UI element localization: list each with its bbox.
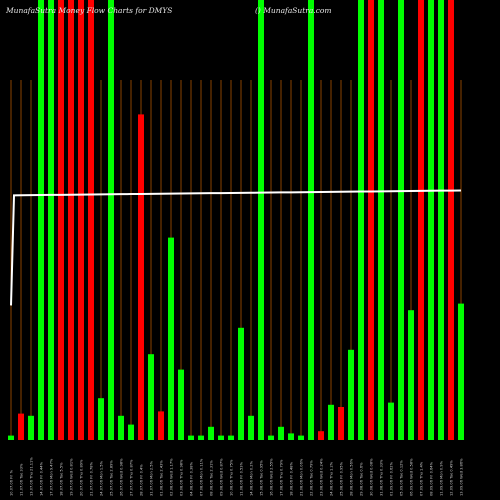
x-tick-label: 07.08.06 Mon 0.11%: [200, 458, 204, 496]
bar: [48, 0, 54, 440]
bar: [298, 435, 304, 440]
bar: [198, 435, 204, 440]
bar: [88, 0, 94, 440]
x-tick-label: 13.07.06 Thu 21.11%: [30, 457, 34, 496]
bar: [398, 0, 404, 440]
x-tick-label: 25.07.06 Tue 2.89%: [110, 460, 114, 496]
bar: [448, 0, 454, 440]
bar: [278, 426, 284, 440]
x-tick-label: 25.08.06 Fri 0.95%: [340, 461, 344, 496]
x-tick-label: 17.07.06 Mon 9.47%: [50, 458, 54, 496]
x-tick-label: 08.08.06 Tue 2.31%: [210, 460, 214, 496]
bar: [368, 0, 374, 440]
bar: [178, 369, 184, 440]
bar: [128, 424, 134, 440]
bar: [138, 114, 144, 441]
x-tick-label: 27.07.06 Thu 0.87%: [130, 459, 134, 496]
x-tick-label: 01.08.06 Tue 2.43%: [160, 460, 164, 496]
x-tick-label: 07.09.06 Thu 1.4%: [420, 461, 424, 496]
bar: [268, 435, 274, 440]
bar: [428, 0, 434, 440]
x-tick-label: 04.08.06 Fri 0.38%: [190, 461, 194, 496]
x-tick-label: 22.08.06 Tue 0.79%: [310, 460, 314, 496]
bar: [348, 349, 354, 440]
x-tick-label: 31.07.06 Mon 2.5%: [150, 460, 154, 496]
chart-title: MunafaSutra Money Flow Charts for DMYS: [5, 6, 172, 15]
chart-watermark: () MunafaSutra.com: [255, 6, 332, 15]
bar: [38, 0, 44, 440]
bar: [148, 354, 154, 440]
bar: [288, 433, 294, 440]
x-tick-label: 21.08.06 Mon 0.06%: [300, 458, 304, 496]
bar: [168, 237, 174, 440]
bar: [78, 0, 84, 440]
bar: [388, 402, 394, 440]
bar: [248, 415, 254, 440]
bar: [258, 0, 264, 440]
bars: [8, 0, 464, 441]
bar: [28, 415, 34, 440]
x-tick-label: 14.08.06 Mon 0.2%: [250, 460, 254, 496]
x-tick-label: 26.07.06 Wed 0.98%: [120, 458, 124, 496]
bar: [228, 435, 234, 440]
x-tick-label: 12.09.06 Tue 0.49%: [450, 460, 454, 496]
bar: [338, 407, 344, 440]
x-tick-label: 28.08.06 Mon 0.56%: [350, 458, 354, 496]
x-tick-label: 16.08.06 Wed 2.55%: [270, 458, 274, 496]
x-tick-label: 15.08.06 Tue 0.95%: [260, 460, 264, 496]
x-tick-label: 10.07.06 Fri %: [10, 469, 14, 496]
bar: [18, 413, 24, 440]
x-tick-label: 14.07.06 Fri 0.44%: [40, 461, 44, 496]
bar: [218, 435, 224, 440]
x-tick-label: 31.08.06 Thu 0.33%: [380, 459, 384, 496]
x-tick-label: 11.09.06 Mon 0.9%: [440, 460, 444, 496]
bar: [458, 303, 464, 440]
x-tick-label: 24.08.06 Thu 1.2%: [330, 461, 334, 496]
x-tick-label: 05.09.06 Tue 0.12%: [400, 460, 404, 496]
x-tick-label: 19.07.06 Wed 0.81%: [70, 458, 74, 496]
x-tick-label: 06.09.06 Wed 0.58%: [410, 458, 414, 496]
x-tick-label: 01.09.06 Fri 0.62%: [390, 461, 394, 496]
x-tick-label: 08.09.06 Fri 0.64%: [430, 461, 434, 496]
bar: [68, 0, 74, 440]
x-tick-label: 13.09.06 Wed 3.86%: [460, 458, 464, 496]
bar: [408, 310, 414, 440]
x-tick-label: 11.07.06 Tue 33%: [20, 463, 24, 496]
x-tick-label: 03.08.06 Thu 0.98%: [180, 459, 184, 496]
bar: [118, 415, 124, 440]
x-tick-label: 11.08.06 Fri 0.53%: [240, 461, 244, 496]
bar: [188, 435, 194, 440]
bar: [238, 327, 244, 440]
x-tick-label: 09.08.06 Wed 0.87%: [220, 458, 224, 496]
bar: [358, 0, 364, 440]
bar: [308, 0, 314, 440]
x-tick-label: 29.08.06 Tue 0.6%: [360, 462, 364, 496]
money-flow-line: [10, 189, 462, 306]
x-tick-label: 02.08.06 Wed 1.17%: [170, 458, 174, 496]
x-tick-label: 18.08.06 Fri 0.48%: [290, 461, 294, 496]
x-tick-label: 18.07.06 Tue 5.5%: [60, 462, 64, 496]
bar: [418, 0, 424, 440]
x-tick-label: 21.07.06 Fri 0.78%: [90, 461, 94, 496]
bar: [328, 404, 334, 440]
x-tick-label: 17.08.06 Thu 0.79%: [280, 459, 284, 496]
bar: [318, 431, 324, 440]
bar: [378, 0, 384, 440]
bar: [58, 0, 64, 440]
x-tick-label: 24.07.06 Mon 1.5%: [100, 460, 104, 496]
x-tick-labels: 10.07.06 Fri % 11.07.06 Tue 33% 13.07.06 T…: [10, 457, 464, 496]
bar: [98, 398, 104, 440]
x-tick-label: 28.07.06 Fri 0.4%: [140, 464, 144, 496]
bar: [108, 0, 114, 440]
x-tick-label: 30.08.06 Wed 0.08%: [370, 458, 374, 496]
bar: [438, 0, 444, 440]
x-tick-label: 23.08.06 Wed 0.24%: [320, 458, 324, 496]
x-tick-label: 10.08.06 Thu 0.75%: [230, 459, 234, 496]
bar: [208, 426, 214, 440]
bar: [158, 411, 164, 440]
x-tick-label: 20.07.06 Thu 0.89%: [80, 459, 84, 496]
bar: [8, 435, 14, 440]
